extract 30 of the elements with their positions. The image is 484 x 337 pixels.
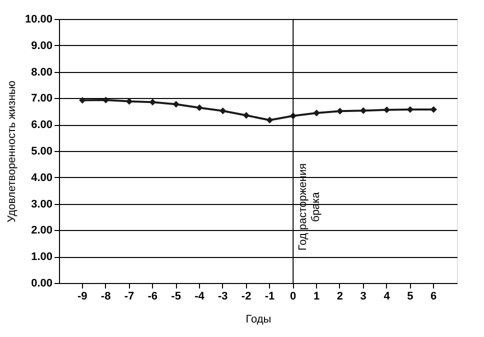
y-tick-label: 9.00 — [31, 40, 52, 52]
y-tick-label: 4.00 — [31, 172, 52, 184]
x-tick-label: -5 — [171, 290, 181, 302]
x-tick-label: 4 — [384, 290, 391, 302]
y-tick-label: 8.00 — [31, 66, 52, 78]
x-tick-label: -2 — [241, 290, 252, 302]
x-tick-label: 6 — [430, 290, 437, 302]
y-tick-label: 1.00 — [31, 251, 52, 264]
y-tick-label: 5.00 — [31, 146, 52, 158]
x-tick-label: -8 — [100, 290, 111, 302]
y-tick-label: 0.00 — [31, 278, 52, 290]
x-tick-label: -3 — [218, 290, 228, 302]
y-tick-label: 2.00 — [31, 224, 52, 237]
x-tick-label: 2 — [336, 290, 344, 302]
x-tick-label: 3 — [360, 290, 366, 302]
y-axis-title: Удовлетворенность жизнью — [6, 80, 18, 222]
y-tick-label: 6.00 — [31, 119, 52, 132]
y-tick-label: 3.00 — [31, 198, 52, 210]
x-tick-label: -4 — [194, 290, 206, 302]
y-tick-label: 7.00 — [31, 92, 52, 105]
x-tick-label: 0 — [290, 290, 296, 302]
x-tick-label: -6 — [148, 290, 158, 302]
x-tick-label: -7 — [124, 290, 134, 302]
x-tick-label: -1 — [264, 290, 275, 302]
ref-line-label: Год расторжения брака — [297, 163, 322, 251]
x-tick-label: -9 — [78, 290, 88, 302]
x-tick-label: 1 — [313, 290, 320, 302]
x-tick-label: 5 — [407, 290, 414, 302]
y-tick-label: 10.00 — [24, 14, 52, 26]
x-axis-title: Годы — [246, 314, 272, 326]
